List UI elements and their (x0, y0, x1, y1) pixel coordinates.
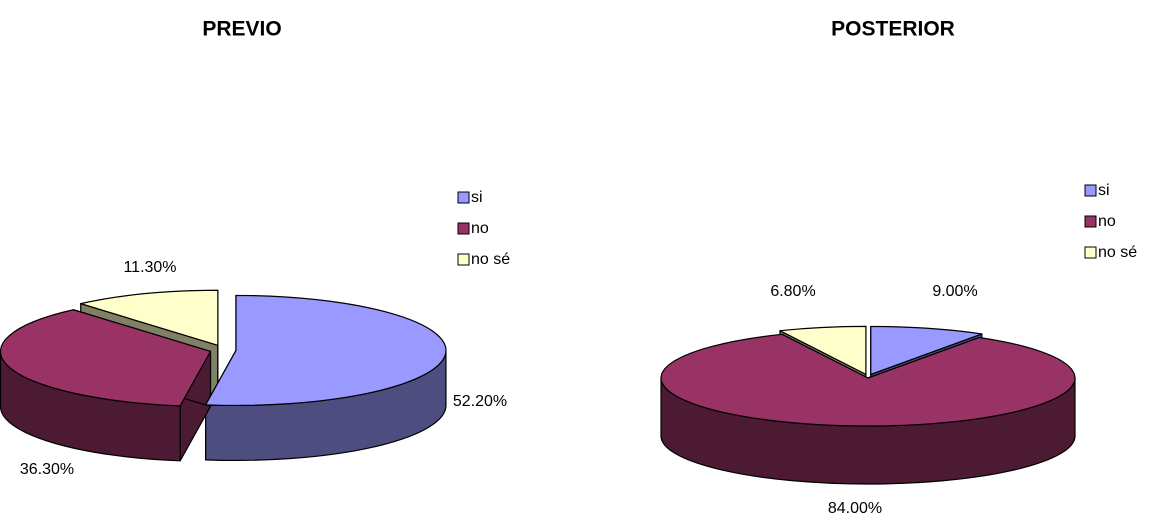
data-label: 6.80% (770, 283, 815, 300)
legend-label: si (1098, 182, 1110, 199)
slice (870, 325, 983, 376)
chart-title: POSTERIOR (831, 18, 955, 41)
data-label: 11.30% (123, 259, 176, 276)
legend-label: no sé (471, 251, 510, 268)
legend-swatch (1084, 215, 1097, 228)
legend-label: si (471, 189, 483, 206)
data-label: 84.00% (828, 500, 882, 517)
legend-swatch (457, 253, 470, 266)
legend-swatch (1084, 246, 1097, 259)
slice (80, 289, 219, 346)
legend-swatch (457, 191, 470, 204)
chart-title: PREVIO (202, 18, 281, 41)
legend-label: no (1098, 213, 1116, 230)
legend-label: no sé (1098, 244, 1137, 261)
slice (779, 325, 867, 375)
data-label: 52.20% (453, 393, 507, 410)
slice (660, 333, 1076, 427)
slice (205, 294, 447, 407)
legend-label: no (471, 220, 489, 237)
slice (0, 309, 212, 407)
data-label: 36.30% (20, 461, 74, 478)
data-label: 9.00% (932, 283, 977, 300)
legend-swatch (457, 222, 470, 235)
legend-swatch (1084, 184, 1097, 197)
